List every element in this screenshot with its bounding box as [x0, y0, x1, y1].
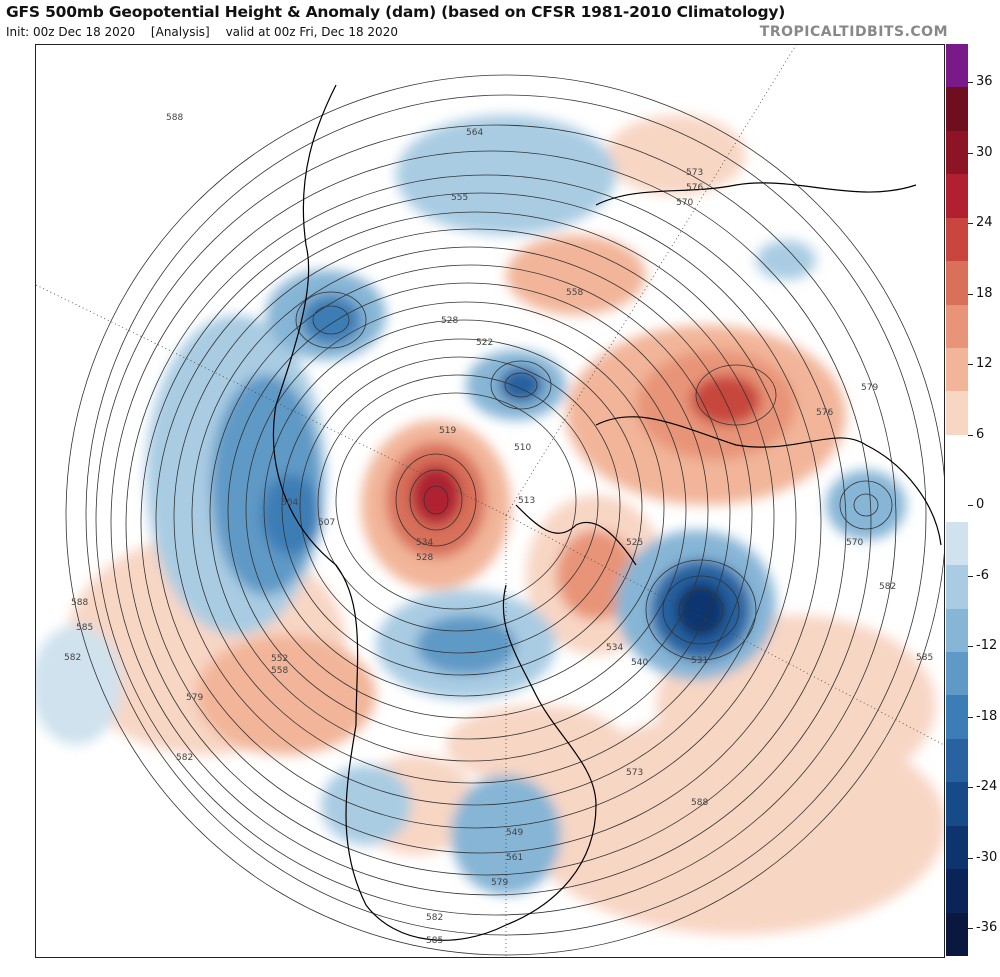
contour-label: 582 [64, 653, 81, 663]
contour-label: 573 [686, 168, 703, 178]
colorbar-segment [946, 130, 968, 175]
colorbar-segment [946, 608, 968, 653]
colorbar-tick-label: 6 [976, 426, 985, 442]
colorbar-tick [968, 293, 973, 295]
contour-label: 522 [476, 338, 493, 348]
colorbar-tick [968, 575, 973, 577]
contour-label: 552 [271, 654, 288, 664]
colorbar-tick-label: -24 [976, 779, 998, 794]
colorbar-tick-label: 18 [976, 285, 993, 301]
colorbar-segment [946, 217, 968, 262]
coastlines [272, 84, 942, 941]
colorbar-tick [968, 716, 973, 718]
contour-label: 576 [816, 408, 833, 418]
init-time: Init: 00z Dec 18 2020 [6, 25, 136, 39]
contour-label: 579 [861, 383, 878, 393]
colorbar-segment [946, 174, 968, 219]
contour-label: 549 [506, 828, 523, 838]
contour-label: 534 [416, 538, 433, 548]
contour-label: 588 [166, 113, 183, 123]
contour-label: 588 [691, 798, 708, 808]
contour-label: 582 [879, 582, 896, 592]
colorbar-tick-label: 12 [976, 356, 993, 371]
colorbar-tick-label: 24 [976, 215, 993, 230]
graticule [36, 45, 944, 957]
colorbar-tick [968, 928, 973, 929]
colorbar-tick-label: -30 [976, 849, 998, 865]
contour-label: 582 [426, 913, 443, 923]
colorbar-tick [968, 646, 973, 647]
colorbar-tick [968, 152, 973, 154]
colorbar-segment [946, 87, 968, 132]
contour-value-labels: 588 588 585 582 579 582 576 573 570 564 … [64, 113, 933, 946]
colorbar-tick-label: -6 [976, 567, 989, 583]
valid-time: valid at 00z Fri, Dec 18 2020 [225, 25, 398, 39]
colorbar-segment [946, 869, 968, 914]
contour-label: 582 [176, 753, 193, 763]
contour-label: 585 [426, 936, 443, 946]
map-panel: 588 588 585 582 579 582 576 573 570 564 … [35, 44, 945, 958]
contour-label: 531 [691, 656, 708, 666]
anomaly-shading [36, 115, 944, 935]
contour-label: 579 [491, 878, 508, 888]
colorbar-tick-label: -36 [976, 920, 998, 935]
colorbar-tick-label: -12 [976, 638, 998, 653]
hemisphere-map: 588 588 585 582 579 582 576 573 570 564 … [36, 45, 944, 957]
colorbar-tick [968, 434, 973, 436]
colorbar-tick [968, 505, 973, 506]
colorbar-segment [946, 565, 968, 610]
colorbar-segment [946, 261, 968, 306]
contour-label: 558 [271, 666, 288, 676]
colorbar-tick-label: -18 [976, 708, 998, 724]
contour-label: 528 [416, 553, 433, 563]
contour-label: 570 [676, 198, 693, 208]
contour-label: 570 [846, 538, 863, 548]
contour-label: 564 [466, 128, 483, 138]
contour-label: 534 [606, 643, 623, 653]
colorbar-tick-label: 30 [976, 144, 993, 160]
colorbar-segment [946, 348, 968, 392]
colorbar-segment [946, 478, 968, 523]
colorbar-tick-label: 36 [976, 74, 993, 89]
contour-label: 555 [451, 193, 468, 203]
colorbar-tick-label: 0 [976, 497, 985, 512]
colorbar-tick [968, 364, 973, 365]
contour-label: 585 [916, 653, 933, 663]
colorbar-tick [968, 857, 973, 859]
colorbar-segment [946, 695, 968, 740]
colorbar-tick [968, 82, 973, 83]
colorbar-segment [946, 304, 968, 349]
contour-label: 510 [514, 443, 531, 453]
colorbar-segment [946, 825, 968, 870]
colorbar-tick [968, 223, 973, 224]
analysis-tag: [Analysis] [150, 25, 210, 39]
contour-label: 507 [318, 518, 335, 528]
colorbar-segment [946, 912, 968, 957]
colorbar-segment [946, 44, 968, 88]
colorbar-segment [946, 391, 968, 436]
colorbar-segment [946, 521, 968, 566]
contour-label: 513 [518, 496, 535, 506]
map-subtitle: Init: 00z Dec 18 2020 [Analysis] valid a… [6, 25, 410, 39]
anomaly-colorbar [946, 44, 968, 957]
contour-label: 585 [76, 623, 93, 633]
colorbar-segment [946, 434, 968, 479]
map-title: GFS 500mb Geopotential Height & Anomaly … [6, 3, 786, 21]
contour-label: 576 [686, 183, 703, 193]
colorbar-tick [968, 787, 973, 788]
contour-label: 579 [186, 693, 203, 703]
site-credit: TROPICALTIDBITS.COM [759, 24, 948, 40]
colorbar-segment [946, 782, 968, 827]
contour-label: 561 [506, 853, 523, 863]
contour-label: 528 [441, 316, 458, 326]
contour-label: 504 [281, 498, 298, 508]
contour-label: 588 [71, 598, 88, 608]
contour-label: 525 [626, 538, 643, 548]
contour-label: 573 [626, 768, 643, 778]
colorbar-segment [946, 738, 968, 783]
contour-label: 558 [566, 288, 583, 298]
contour-label: 540 [631, 658, 648, 668]
colorbar-segment [946, 652, 968, 696]
contour-label: 519 [439, 426, 456, 436]
